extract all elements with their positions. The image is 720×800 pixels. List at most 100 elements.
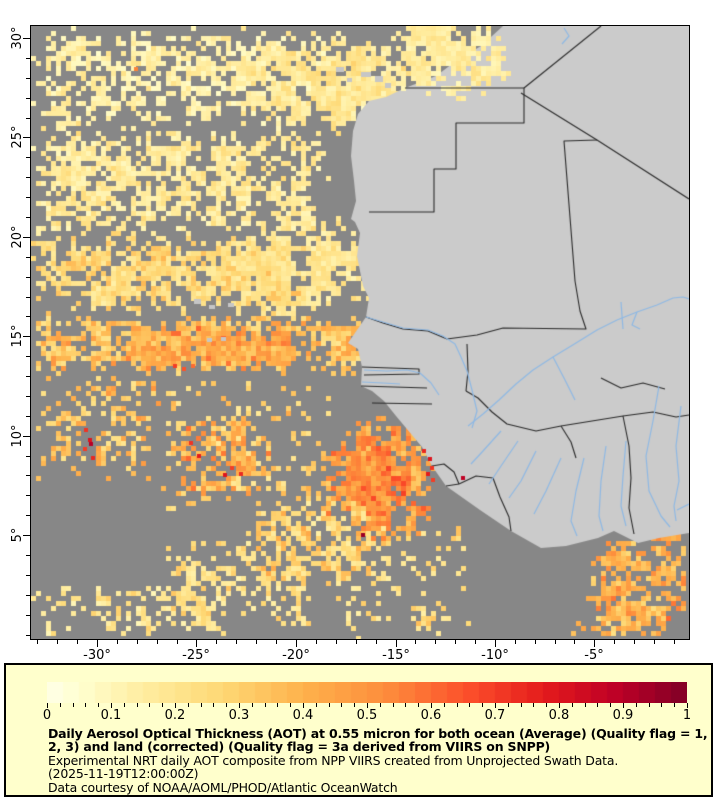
colorbar-major-tick (623, 703, 624, 708)
colorbar-minor-tick (329, 703, 330, 707)
x-axis-label: -30° (83, 648, 111, 663)
colorbar-minor-tick (201, 703, 202, 707)
x-axis-minor-tick (435, 640, 436, 644)
colorbar-major-tick (431, 703, 432, 708)
x-axis-minor-tick (535, 640, 536, 644)
x-axis-label: -10° (481, 648, 509, 663)
colorbar-minor-tick (252, 703, 253, 707)
x-axis-minor-tick (415, 640, 416, 644)
x-axis-major-tick (196, 640, 197, 647)
y-axis-minor-tick (26, 635, 30, 636)
y-axis-minor-tick (26, 515, 30, 516)
y-axis-minor-tick (26, 98, 30, 99)
x-axis-minor-tick (574, 640, 575, 644)
colorbar-minor-tick (85, 703, 86, 707)
x-axis-minor-tick (177, 640, 178, 644)
x-axis-minor-tick (137, 640, 138, 644)
y-axis-label: 25° (10, 125, 25, 149)
x-axis-minor-tick (316, 640, 317, 644)
y-axis-major-tick (23, 137, 30, 138)
x-axis-minor-tick (276, 640, 277, 644)
colorbar-minor-tick (661, 703, 662, 707)
colorbar-minor-tick (354, 703, 355, 707)
legend-title-line2: 2, 3) and land (corrected) (Quality flag… (48, 739, 551, 755)
colorbar-minor-tick (444, 703, 445, 707)
x-axis-minor-tick (57, 640, 58, 644)
x-axis-minor-tick (77, 640, 78, 644)
y-axis-minor-tick (26, 316, 30, 317)
x-axis-major-tick (495, 640, 496, 647)
x-axis-minor-tick (157, 640, 158, 644)
colorbar-major-tick (239, 703, 240, 708)
colorbar-minor-tick (585, 703, 586, 707)
y-axis-minor-tick (26, 157, 30, 158)
y-axis-major-tick (23, 38, 30, 39)
x-axis-label: -5° (584, 648, 604, 663)
legend-subtitle: Experimental NRT daily AOT composite fro… (48, 752, 619, 768)
colorbar-minor-tick (277, 703, 278, 707)
x-axis-minor-tick (634, 640, 635, 644)
y-axis-minor-tick (26, 456, 30, 457)
y-axis-minor-tick (26, 217, 30, 218)
colorbar-major-tick (111, 703, 112, 708)
colorbar-minor-tick (341, 703, 342, 707)
colorbar-tick-label: 0 (42, 708, 52, 723)
colorbar-minor-tick (674, 703, 675, 707)
colorbar-minor-tick (265, 703, 266, 707)
colorbar-minor-tick (482, 703, 483, 707)
y-axis-minor-tick (26, 197, 30, 198)
colorbar-minor-tick (137, 703, 138, 707)
colorbar-minor-tick (226, 703, 227, 707)
colorbar-minor-tick (533, 703, 534, 707)
colorbar-tick-label: 0.6 (420, 708, 442, 723)
y-axis-label: 15° (10, 324, 25, 348)
y-axis-minor-tick (26, 376, 30, 377)
colorbar-major-tick (47, 703, 48, 708)
colorbar-major-tick (303, 703, 304, 708)
colorbar-minor-tick (162, 703, 163, 707)
x-axis-minor-tick (515, 640, 516, 644)
y-axis-label: 30° (10, 26, 25, 50)
map-canvas (31, 26, 689, 639)
x-axis-label: -15° (382, 648, 410, 663)
x-axis-minor-tick (256, 640, 257, 644)
colorbar-minor-tick (546, 703, 547, 707)
y-axis-minor-tick (26, 356, 30, 357)
colorbar-minor-tick (649, 703, 650, 707)
colorbar-tick-label: 0.9 (612, 708, 634, 723)
y-axis-minor-tick (26, 277, 30, 278)
colorbar-minor-tick (290, 703, 291, 707)
colorbar-minor-tick (380, 703, 381, 707)
x-axis-label: -20° (282, 648, 310, 663)
y-axis-minor-tick (26, 575, 30, 576)
y-axis-minor-tick (26, 78, 30, 79)
x-axis-major-tick (594, 640, 595, 647)
x-axis-minor-tick (614, 640, 615, 644)
x-axis-minor-tick (455, 640, 456, 644)
x-axis-minor-tick (216, 640, 217, 644)
legend-panel: 0 0.1 0.2 0.3 0.4 0.5 0.6 0.7 0.8 0.9 1 Daily Aero… (4, 663, 713, 797)
colorbar-minor-tick (572, 703, 573, 707)
colorbar-tick-label: 0.4 (292, 708, 314, 723)
colorbar-tick-label: 0.5 (356, 708, 378, 723)
x-axis-minor-tick (356, 640, 357, 644)
x-axis-minor-tick (376, 640, 377, 644)
y-axis-label: 5° (10, 527, 25, 543)
y-axis-major-tick (23, 336, 30, 337)
colorbar-major-tick (687, 703, 688, 708)
colorbar-major-tick (495, 703, 496, 708)
y-axis-minor-tick (26, 396, 30, 397)
x-axis-minor-tick (236, 640, 237, 644)
colorbar-major-tick (559, 703, 560, 708)
colorbar-tick-label: 0.1 (100, 708, 122, 723)
colorbar-minor-tick (124, 703, 125, 707)
colorbar-tick-label: 1 (682, 708, 692, 723)
y-axis-label: 10° (10, 424, 25, 448)
colorbar-minor-tick (597, 703, 598, 707)
colorbar-minor-tick (393, 703, 394, 707)
y-axis-minor-tick (26, 595, 30, 596)
colorbar-minor-tick (418, 703, 419, 707)
colorbar-minor-tick (508, 703, 509, 707)
colorbar-tick-label: 0.8 (548, 708, 570, 723)
